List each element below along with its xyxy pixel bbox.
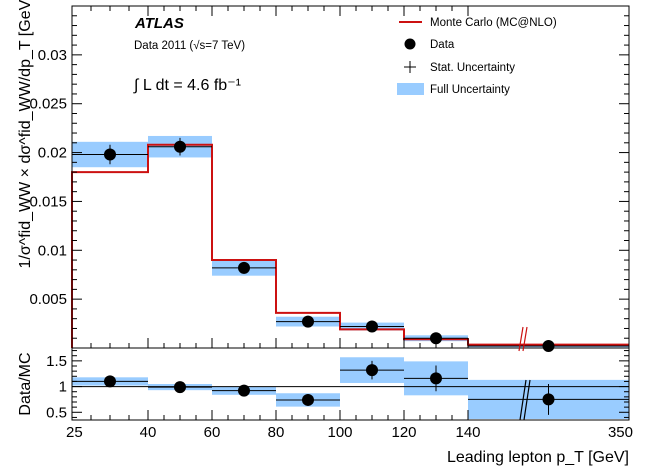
legend-stat-swatch xyxy=(404,61,416,73)
x-tick-label: 25 xyxy=(66,424,83,441)
ratio-point xyxy=(238,384,250,397)
x-tick-label: 100 xyxy=(327,424,352,441)
ratio-point xyxy=(542,393,555,406)
axis-break-ratio xyxy=(519,379,531,421)
y-axis-title-main: 1/σ^fid_WW × dσ^fid_WW/dp_T [GeV⁻¹] xyxy=(17,0,34,269)
data-point xyxy=(366,320,378,333)
y-tick-label-main: 0.03 xyxy=(38,47,67,64)
legend-mc-label: Monte Carlo (MC@NLO) xyxy=(430,17,557,29)
x-axis-title: Leading lepton p_T [GeV] xyxy=(447,449,629,466)
mc-histogram xyxy=(71,143,629,388)
x-tick-label: 120 xyxy=(391,424,416,441)
ratio-point xyxy=(174,381,186,394)
lumi-label: ∫ L dt = 4.6 fb⁻¹ xyxy=(133,77,241,94)
atlas-label: ATLAS xyxy=(134,15,184,32)
y-axis-title-ratio: Data/MC xyxy=(17,352,34,415)
data-point xyxy=(302,315,314,328)
main-plot-frame xyxy=(71,5,630,349)
data-point xyxy=(542,340,555,353)
y-tick-label-main: 0.005 xyxy=(29,291,67,308)
data-point xyxy=(238,261,250,274)
x-tick-label: 140 xyxy=(455,424,480,441)
ratio-point xyxy=(104,375,116,388)
x-tick-label: 60 xyxy=(204,424,221,441)
uncertainty-bands xyxy=(72,135,629,419)
x-tick-label: 350 xyxy=(608,424,633,441)
data-points xyxy=(72,137,629,415)
legend-data-swatch xyxy=(404,38,416,50)
ratio-point xyxy=(302,393,314,406)
axis-break-main xyxy=(518,326,528,352)
ratio-plot-frame xyxy=(71,347,630,421)
y-tick-label-main: 0.01 xyxy=(38,242,67,259)
data-point xyxy=(430,332,442,345)
legend-full-label: Full Uncertainty xyxy=(430,84,510,96)
x-tick-label: 40 xyxy=(140,424,157,441)
y-tick-label-main: 0.015 xyxy=(29,193,67,210)
y-tick-label-main: 0.02 xyxy=(38,145,67,162)
legend-stat-label: Stat. Uncertainty xyxy=(430,62,515,74)
y-tick-label-ratio: 1 xyxy=(59,379,67,396)
ratio-point xyxy=(366,364,378,377)
axes: 0.005 0.01 0.015 0.02 0.025 0.03 0.5 1 1.5 25 40 60… xyxy=(29,6,633,441)
data-point xyxy=(174,140,186,153)
legend-full-swatch xyxy=(397,83,424,95)
legend-data-label: Data xyxy=(430,39,455,51)
x-tick-label: 80 xyxy=(268,424,285,441)
y-tick-label-ratio: 1.5 xyxy=(46,353,67,370)
mc-step-line xyxy=(71,143,629,348)
data-point xyxy=(104,148,116,161)
y-tick-label-ratio: 0.5 xyxy=(46,404,67,421)
y-tick-label-main: 0.025 xyxy=(29,96,67,113)
legend: Monte Carlo (MC@NLO) Data Stat. Uncertai… xyxy=(397,17,557,96)
ratio-point xyxy=(430,372,442,385)
dataset-label: Data 2011 (√s=7 TeV) xyxy=(134,39,245,52)
